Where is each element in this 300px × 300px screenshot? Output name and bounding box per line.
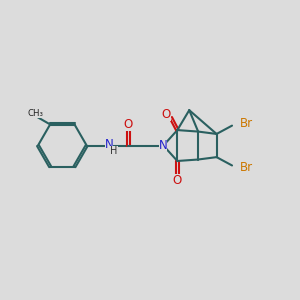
Text: CH₃: CH₃ [27,109,44,118]
Text: N: N [105,138,113,151]
Text: Br: Br [239,161,253,174]
Text: H: H [110,146,118,156]
Text: Br: Br [239,117,253,130]
Text: O: O [162,107,171,121]
Text: O: O [124,118,133,131]
Text: N: N [159,139,167,152]
Text: O: O [173,174,182,187]
